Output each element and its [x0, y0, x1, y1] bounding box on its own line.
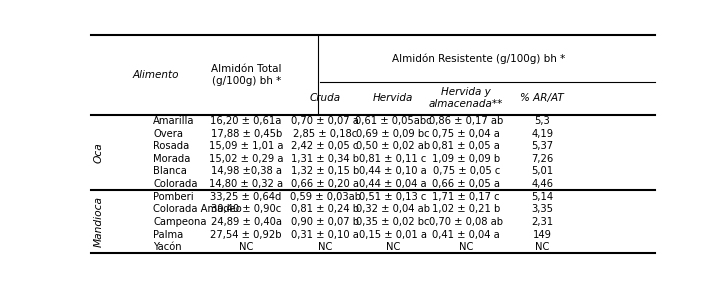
Text: Alimento: Alimento — [132, 70, 179, 80]
Text: 0,75 ± 0,05 c: 0,75 ± 0,05 c — [432, 166, 500, 176]
Text: % AR/AT: % AR/AT — [521, 93, 564, 103]
Text: Campeona: Campeona — [153, 217, 207, 227]
Text: 0,66 ± 0,20 a: 0,66 ± 0,20 a — [291, 179, 359, 189]
Text: 0,81 ± 0,11 c: 0,81 ± 0,11 c — [359, 154, 427, 164]
Text: 5,3: 5,3 — [534, 116, 550, 126]
Text: 1,09 ± 0,09 b: 1,09 ± 0,09 b — [432, 154, 500, 164]
Text: 0,32 ± 0,04 ab: 0,32 ± 0,04 ab — [356, 204, 430, 214]
Text: 14,80 ± 0,32 a: 14,80 ± 0,32 a — [209, 179, 283, 189]
Text: 2,31: 2,31 — [531, 217, 553, 227]
Text: 30,40 ± 0,90c: 30,40 ± 0,90c — [211, 204, 281, 214]
Text: 0,41 ± 0,04 a: 0,41 ± 0,04 a — [432, 230, 500, 239]
Text: 14,98 ±0,38 a: 14,98 ±0,38 a — [210, 166, 282, 176]
Text: Amarilla: Amarilla — [153, 116, 194, 126]
Text: 0,90 ± 0,07 b: 0,90 ± 0,07 b — [291, 217, 359, 227]
Text: 0,59 ± 0,03ab: 0,59 ± 0,03ab — [290, 192, 360, 202]
Text: Almidón Resistente (g/100g) bh *: Almidón Resistente (g/100g) bh * — [392, 53, 566, 64]
Text: 2,85 ± 0,18c: 2,85 ± 0,18c — [293, 129, 357, 139]
Text: 3,35: 3,35 — [531, 204, 553, 214]
Text: Almidón Total
(g/100g) bh *: Almidón Total (g/100g) bh * — [211, 64, 282, 86]
Text: 16,20 ± 0,61a: 16,20 ± 0,61a — [210, 116, 282, 126]
Text: 5,37: 5,37 — [531, 141, 553, 151]
Text: 0,81 ± 0,24 b: 0,81 ± 0,24 b — [291, 204, 359, 214]
Text: 0,70 ± 0,07 a: 0,70 ± 0,07 a — [291, 116, 359, 126]
Text: NC: NC — [239, 242, 253, 252]
Text: Hervida y
almacenada**: Hervida y almacenada** — [429, 88, 503, 109]
Text: 0,44 ± 0,10 a: 0,44 ± 0,10 a — [359, 166, 427, 176]
Text: 0,31 ± 0,10 a: 0,31 ± 0,10 a — [291, 230, 359, 239]
Text: NC: NC — [535, 242, 550, 252]
Text: 0,15 ± 0,01 a: 0,15 ± 0,01 a — [359, 230, 427, 239]
Text: Mandioca: Mandioca — [93, 196, 103, 247]
Text: 15,02 ± 0,29 a: 15,02 ± 0,29 a — [209, 154, 283, 164]
Text: 1,31 ± 0,34 b: 1,31 ± 0,34 b — [291, 154, 359, 164]
Text: 0,51 ± 0,13 c: 0,51 ± 0,13 c — [359, 192, 427, 202]
Text: 17,88 ± 0,45b: 17,88 ± 0,45b — [210, 129, 282, 139]
Text: 4,46: 4,46 — [531, 179, 553, 189]
Text: Palma: Palma — [153, 230, 183, 239]
Text: Blanca: Blanca — [153, 166, 187, 176]
Text: NC: NC — [459, 242, 473, 252]
Text: 0,86 ± 0,17 ab: 0,86 ± 0,17 ab — [429, 116, 503, 126]
Text: 33,25 ± 0,64d: 33,25 ± 0,64d — [210, 192, 282, 202]
Text: Cruda: Cruda — [309, 93, 341, 103]
Text: 7,26: 7,26 — [531, 154, 553, 164]
Text: 1,71 ± 0,17 c: 1,71 ± 0,17 c — [432, 192, 500, 202]
Text: NC: NC — [386, 242, 400, 252]
Text: 0,61 ± 0,05abc: 0,61 ± 0,05abc — [355, 116, 431, 126]
Text: 27,54 ± 0,92b: 27,54 ± 0,92b — [210, 230, 282, 239]
Text: Overa: Overa — [153, 129, 183, 139]
Text: Morada: Morada — [153, 154, 191, 164]
Text: 24,89 ± 0,40a: 24,89 ± 0,40a — [210, 217, 282, 227]
Text: 1,02 ± 0,21 b: 1,02 ± 0,21 b — [432, 204, 500, 214]
Text: 149: 149 — [533, 230, 552, 239]
Text: 4,19: 4,19 — [531, 129, 553, 139]
Text: Hervida: Hervida — [373, 93, 413, 103]
Text: Oca: Oca — [93, 142, 103, 163]
Text: 0,75 ± 0,04 a: 0,75 ± 0,04 a — [432, 129, 500, 139]
Text: Colorada Amadeo: Colorada Amadeo — [153, 204, 242, 214]
Text: 0,69 ± 0,09 bc: 0,69 ± 0,09 bc — [356, 129, 430, 139]
Text: 0,44 ± 0,04 a: 0,44 ± 0,04 a — [359, 179, 427, 189]
Text: Pomberi: Pomberi — [153, 192, 194, 202]
Text: 0,50 ± 0,02 ab: 0,50 ± 0,02 ab — [356, 141, 430, 151]
Text: 2,42 ± 0,05 c: 2,42 ± 0,05 c — [291, 141, 359, 151]
Text: Colorada: Colorada — [153, 179, 197, 189]
Text: 0,35 ± 0,02 bc: 0,35 ± 0,02 bc — [356, 217, 430, 227]
Text: 0,66 ± 0,05 a: 0,66 ± 0,05 a — [432, 179, 500, 189]
Text: 5,14: 5,14 — [531, 192, 553, 202]
Text: 15,09 ± 1,01 a: 15,09 ± 1,01 a — [209, 141, 283, 151]
Text: 0,70 ± 0,08 ab: 0,70 ± 0,08 ab — [430, 217, 503, 227]
Text: Rosada: Rosada — [153, 141, 189, 151]
Text: 0,81 ± 0,05 a: 0,81 ± 0,05 a — [432, 141, 500, 151]
Text: 5,01: 5,01 — [531, 166, 553, 176]
Text: Yacón: Yacón — [153, 242, 182, 252]
Text: NC: NC — [318, 242, 332, 252]
Text: 1,32 ± 0,15 b: 1,32 ± 0,15 b — [291, 166, 360, 176]
